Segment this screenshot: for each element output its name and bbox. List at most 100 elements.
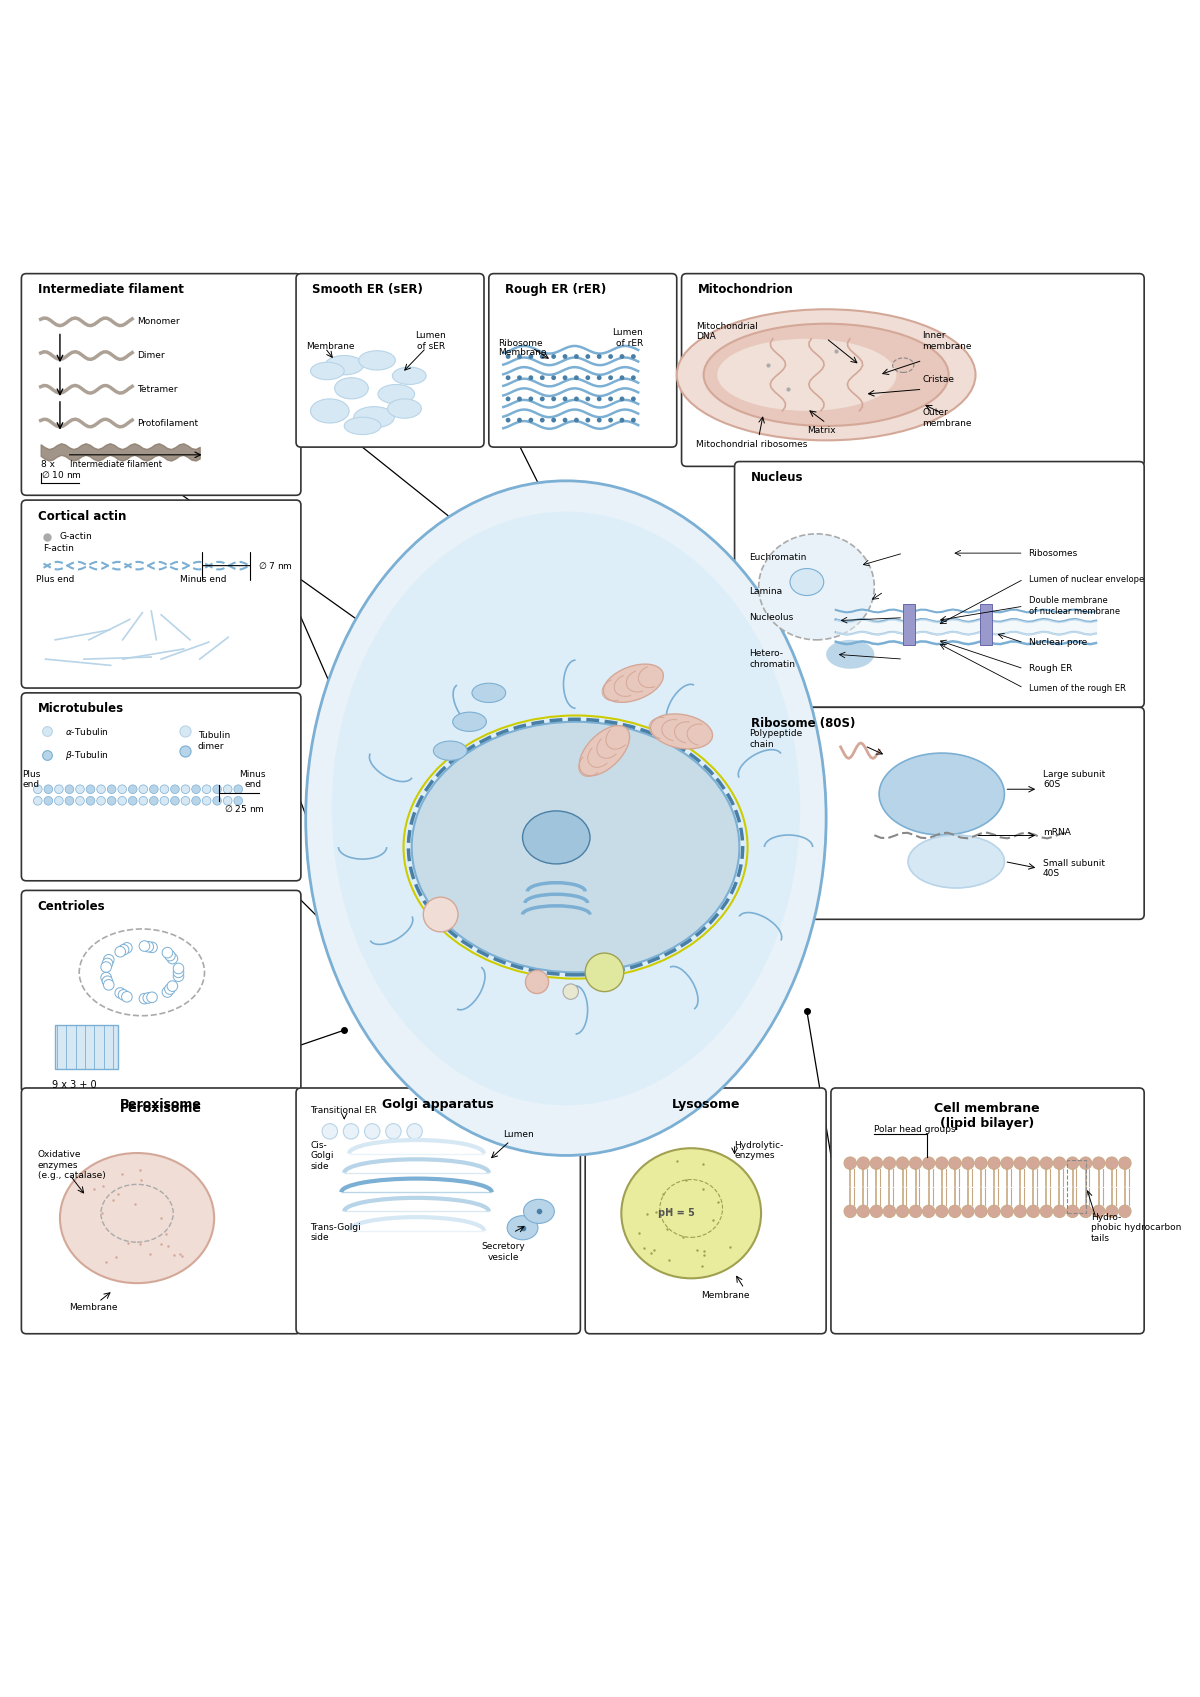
Text: Inner
membrane: Inner membrane [923,331,972,351]
Text: Minus
end: Minus end [240,770,266,789]
Circle shape [517,397,522,400]
Text: Double membrane
of nuclear membrane: Double membrane of nuclear membrane [1028,596,1120,616]
Circle shape [619,397,624,400]
Circle shape [857,1205,870,1218]
Text: Cortical actin: Cortical actin [37,509,126,523]
Circle shape [896,1157,908,1169]
Ellipse shape [311,399,349,423]
Text: $\varnothing$ 7 nm: $\varnothing$ 7 nm [258,560,293,572]
Circle shape [170,786,179,794]
Circle shape [540,355,545,360]
Circle shape [150,786,158,794]
Circle shape [143,942,154,952]
Ellipse shape [908,835,1004,888]
Text: Large subunit
60S: Large subunit 60S [1043,770,1105,789]
Text: Membrane: Membrane [70,1303,118,1312]
Circle shape [586,954,624,991]
Text: Lumen
of sER: Lumen of sER [415,331,445,351]
Text: Transitional ER: Transitional ER [311,1106,377,1115]
Text: $\beta$-Tubulin: $\beta$-Tubulin [65,748,108,762]
Circle shape [528,397,533,400]
Text: Nucleolus: Nucleolus [749,613,793,623]
Circle shape [974,1157,988,1169]
FancyBboxPatch shape [22,692,301,881]
Ellipse shape [344,417,380,434]
Ellipse shape [60,1152,214,1283]
FancyBboxPatch shape [296,1088,581,1334]
Text: Plus end: Plus end [36,575,74,584]
Text: $\varnothing$ 10 nm: $\varnothing$ 10 nm [41,470,82,480]
Circle shape [1067,1157,1079,1169]
FancyBboxPatch shape [296,273,484,446]
Circle shape [162,947,173,959]
Ellipse shape [335,378,368,399]
Text: Tetramer: Tetramer [137,385,178,394]
Circle shape [540,375,545,380]
Ellipse shape [354,407,395,428]
Circle shape [119,945,128,955]
Circle shape [65,786,73,794]
Circle shape [343,1123,359,1139]
Text: Peroxisome: Peroxisome [120,1098,202,1110]
Text: Protofilament: Protofilament [137,419,198,428]
Ellipse shape [522,811,590,864]
Circle shape [121,942,132,954]
Ellipse shape [790,568,823,596]
Circle shape [86,796,95,804]
Circle shape [146,993,157,1003]
Circle shape [65,796,73,804]
Circle shape [619,375,624,380]
Ellipse shape [412,721,739,972]
Circle shape [631,397,636,400]
Circle shape [160,786,169,794]
Text: Polar head groups: Polar head groups [875,1125,956,1134]
Ellipse shape [388,399,421,417]
Circle shape [97,786,106,794]
Text: Nuclear pore: Nuclear pore [1028,638,1087,647]
Circle shape [910,1205,922,1218]
Circle shape [563,397,568,400]
Circle shape [34,796,42,804]
Circle shape [143,993,154,1003]
Circle shape [961,1205,974,1218]
Circle shape [1054,1157,1066,1169]
FancyBboxPatch shape [734,708,1144,920]
Circle shape [596,355,601,360]
Text: Ribosome (80S): Ribosome (80S) [751,716,856,730]
Circle shape [563,355,568,360]
Ellipse shape [758,535,875,640]
Circle shape [517,375,522,380]
Ellipse shape [718,339,896,411]
Circle shape [551,397,556,400]
Text: Centrioles: Centrioles [37,899,106,913]
Circle shape [162,986,173,998]
Circle shape [139,940,150,952]
Circle shape [107,796,116,804]
Circle shape [631,417,636,423]
Circle shape [948,1157,961,1169]
Circle shape [505,417,510,423]
Circle shape [119,989,128,1000]
Circle shape [167,954,178,964]
Circle shape [101,962,112,972]
Circle shape [563,417,568,423]
Circle shape [192,796,200,804]
Circle shape [54,786,64,794]
Text: $\alpha$-Tubulin: $\alpha$-Tubulin [65,726,108,736]
Text: Lumen of nuclear envelope: Lumen of nuclear envelope [1028,575,1144,584]
Circle shape [139,993,150,1005]
Circle shape [596,397,601,400]
Ellipse shape [331,512,800,1105]
Circle shape [139,796,148,804]
Circle shape [1079,1157,1092,1169]
Ellipse shape [826,640,875,669]
Circle shape [1040,1157,1052,1169]
Circle shape [1105,1157,1118,1169]
Circle shape [870,1157,883,1169]
Circle shape [160,796,169,804]
Circle shape [540,417,545,423]
Circle shape [223,796,232,804]
Circle shape [896,1205,908,1218]
Circle shape [1014,1157,1026,1169]
Circle shape [1092,1205,1105,1218]
